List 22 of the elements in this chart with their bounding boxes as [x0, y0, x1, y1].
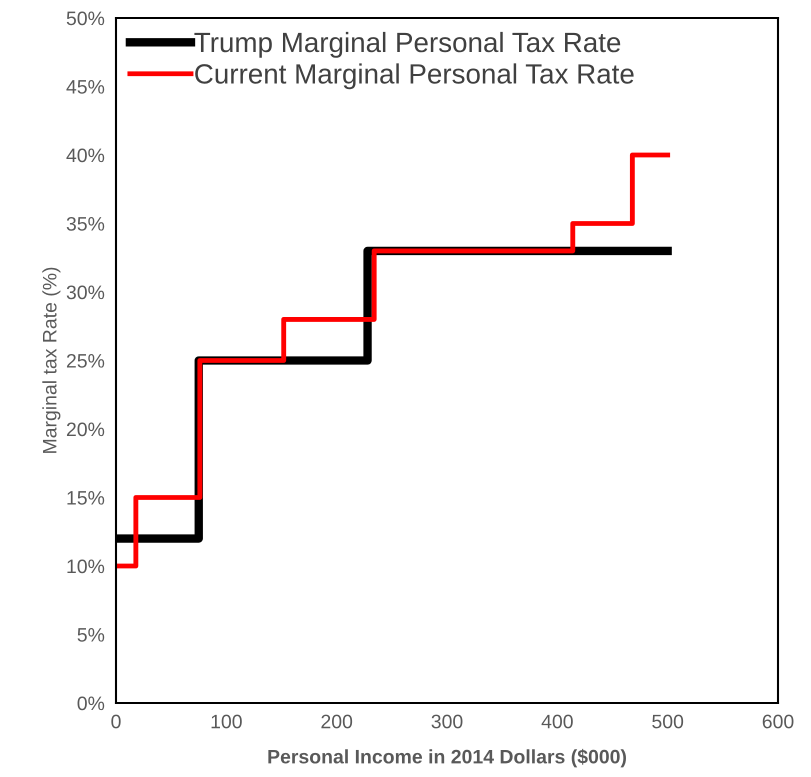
x-tick-label: 600 — [762, 714, 794, 728]
x-tick-label: 0 — [111, 714, 121, 728]
y-tick-label: 15% — [67, 491, 104, 505]
x-tick-label: 500 — [652, 714, 684, 728]
y-tick-label: 40% — [66, 148, 104, 162]
x-tick-label: 100 — [212, 714, 242, 728]
legend-label: Trump Marginal Personal Tax Rate — [194, 32, 620, 58]
x-tick-label: 200 — [321, 714, 352, 728]
y-tick-label: 5% — [78, 628, 104, 642]
y-tick-label: 0% — [78, 696, 104, 710]
x-tick-label: 400 — [542, 714, 573, 728]
y-tick-label: 45% — [66, 80, 104, 94]
y-axis-title: Marginal tax Rate (%) — [42, 268, 60, 453]
y-tick-label: 20% — [66, 422, 104, 436]
y-tick-label: 50% — [66, 11, 104, 26]
legend-label: Current Marginal Personal Tax Rate — [195, 63, 634, 90]
y-tick-label: 35% — [66, 216, 104, 231]
y-tick-label: 25% — [66, 354, 104, 368]
y-tick-label: 10% — [67, 559, 104, 574]
x-tick-label: 300 — [432, 714, 462, 728]
y-tick-label: 30% — [66, 285, 104, 300]
x-axis-title: Personal Income in 2014 Dollars ($000) — [268, 748, 626, 768]
